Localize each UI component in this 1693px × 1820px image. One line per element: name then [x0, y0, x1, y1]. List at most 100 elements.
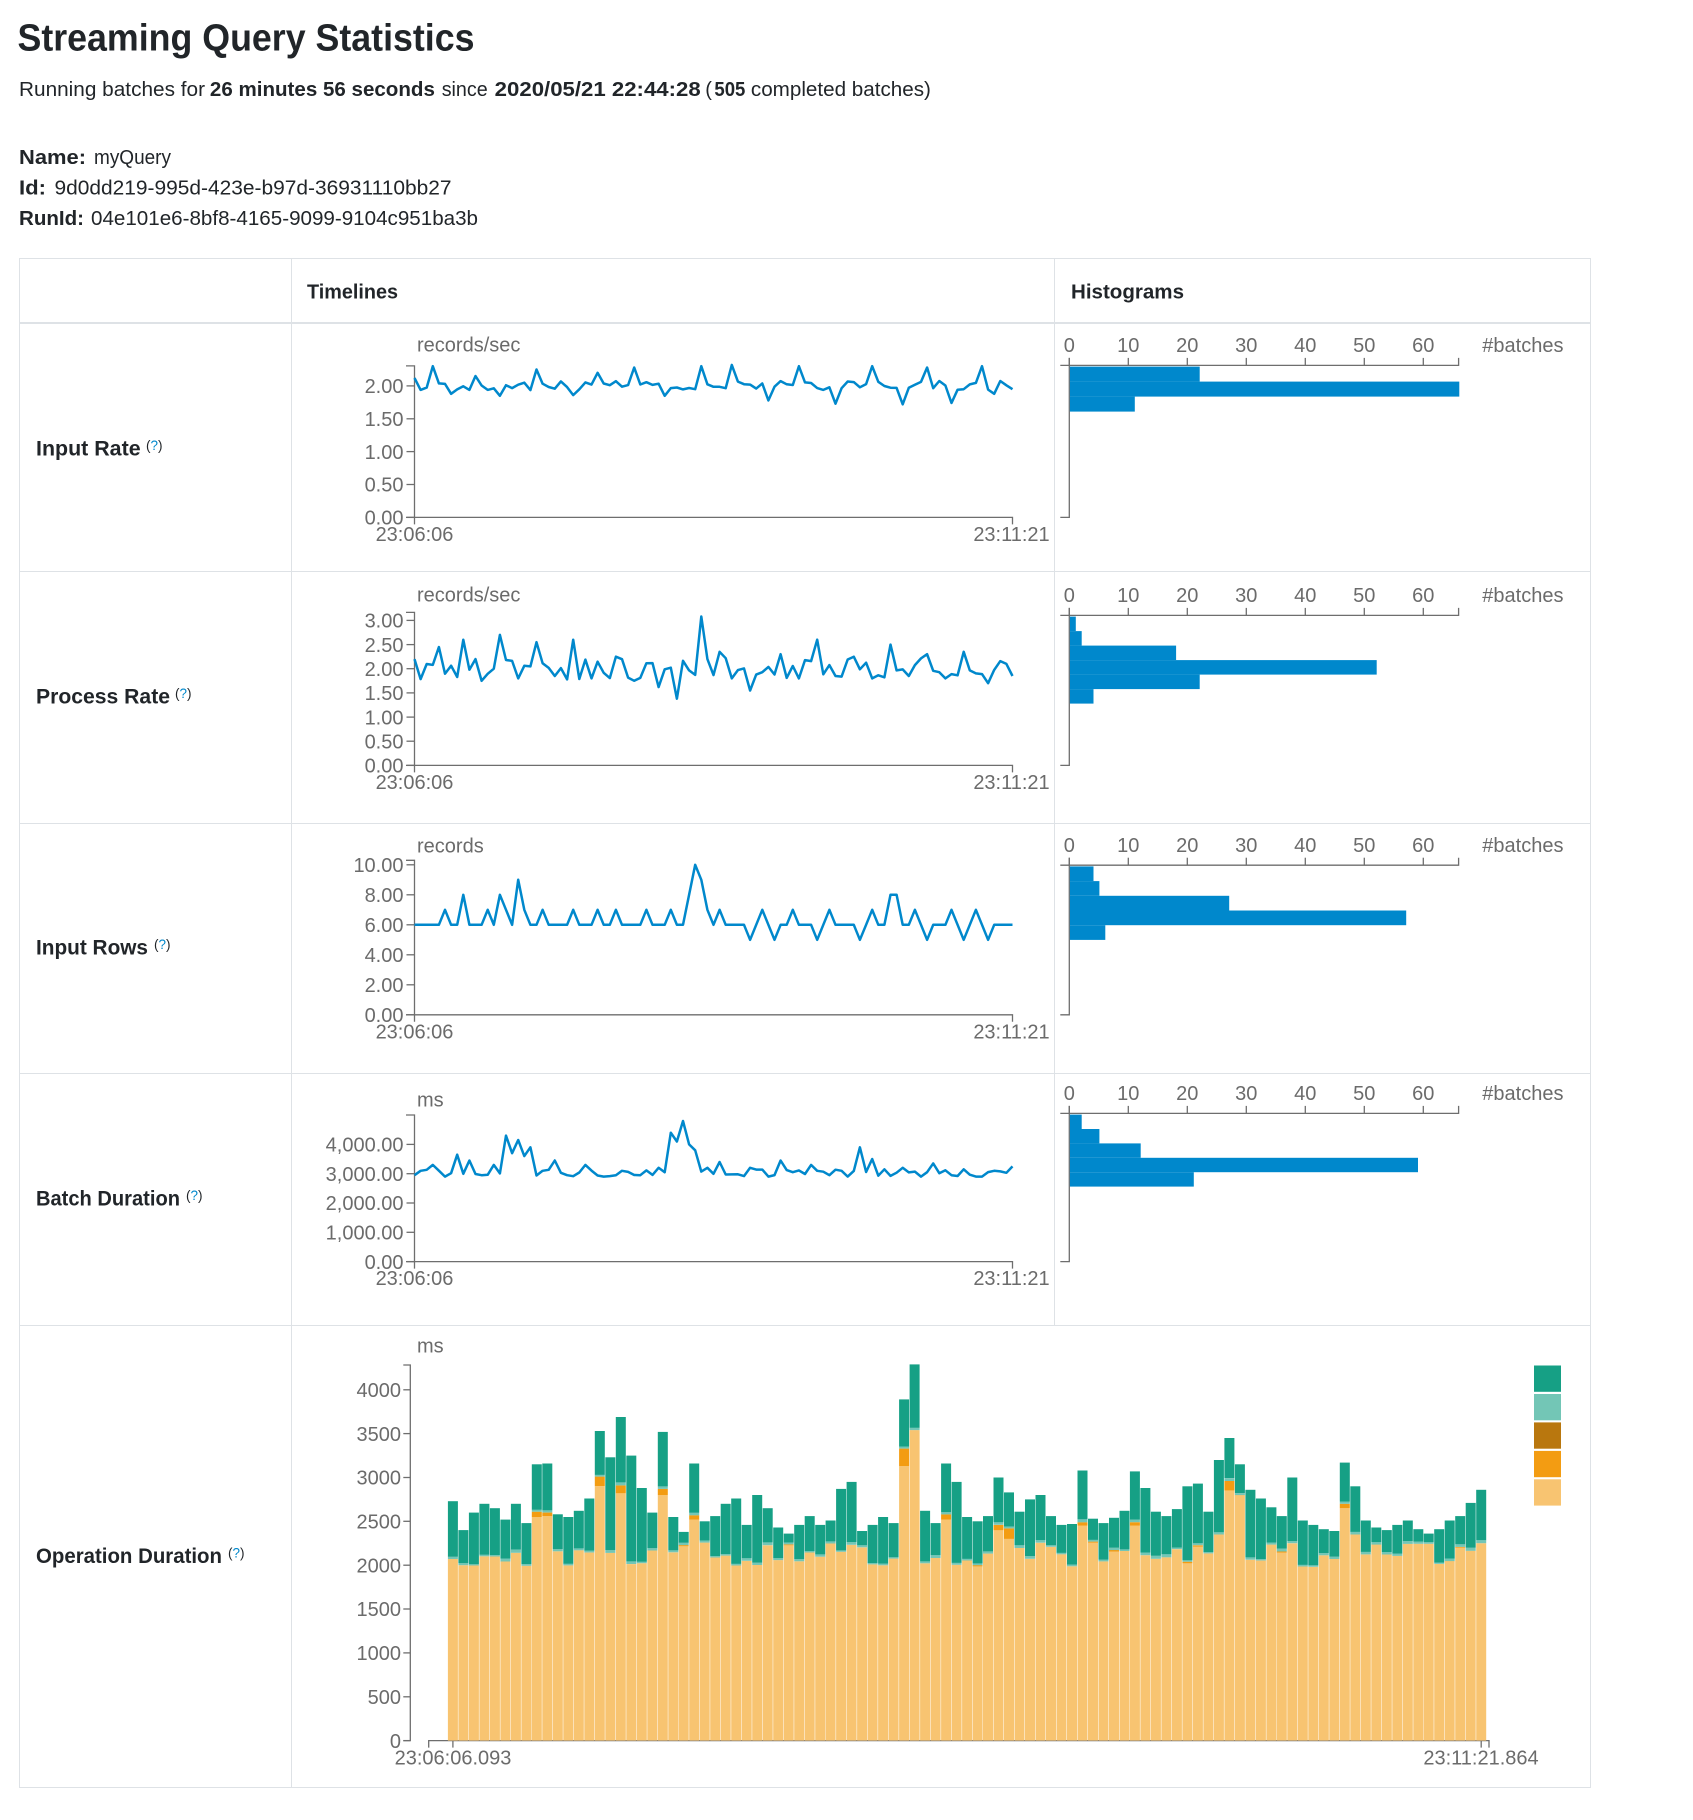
- svg-text:10: 10: [1117, 335, 1139, 357]
- svg-text:Input Rows: Input Rows: [36, 937, 148, 960]
- svg-text:0.50: 0.50: [365, 731, 404, 753]
- svg-text:(?): (?): [186, 1188, 203, 1203]
- svg-text:(?): (?): [228, 1546, 245, 1561]
- svg-text:20: 20: [1176, 335, 1198, 357]
- svg-text:#batches: #batches: [1482, 335, 1563, 357]
- svg-text:Name:: Name:: [19, 147, 86, 169]
- svg-text:2.00: 2.00: [365, 376, 404, 398]
- svg-text:9d0dd219-995d-423e-b97d-369311: 9d0dd219-995d-423e-b97d-36931110bb27: [55, 178, 452, 200]
- svg-text:Batch Duration: Batch Duration: [36, 1188, 180, 1211]
- svg-text:23:11:21: 23:11:21: [973, 1268, 1049, 1290]
- svg-text:60: 60: [1412, 1083, 1434, 1105]
- svg-text:2500: 2500: [357, 1512, 402, 1534]
- svg-text:4.00: 4.00: [365, 945, 404, 967]
- svg-text:0: 0: [390, 1731, 401, 1753]
- svg-text:3500: 3500: [357, 1424, 402, 1446]
- svg-text:1.00: 1.00: [365, 442, 404, 464]
- svg-text:2,000.00: 2,000.00: [326, 1193, 404, 1215]
- svg-text:20: 20: [1176, 585, 1198, 607]
- svg-text:1.50: 1.50: [365, 683, 404, 705]
- svg-text:0: 0: [1064, 335, 1075, 357]
- svg-text:20: 20: [1176, 835, 1198, 857]
- svg-text:Operation Duration: Operation Duration: [36, 1545, 222, 1568]
- svg-text:4000: 4000: [357, 1380, 402, 1402]
- svg-text:completed batches): completed batches): [751, 79, 931, 101]
- svg-text:26 minutes 56 seconds: 26 minutes 56 seconds: [210, 79, 435, 101]
- svg-text:records/sec: records/sec: [417, 335, 520, 357]
- svg-text:since: since: [442, 79, 488, 101]
- svg-text:505: 505: [714, 79, 745, 101]
- svg-text:23:11:21: 23:11:21: [973, 524, 1049, 546]
- svg-text:23:06:06: 23:06:06: [376, 1021, 454, 1043]
- svg-text:23:06:06: 23:06:06: [376, 524, 454, 546]
- svg-text:2.00: 2.00: [365, 975, 404, 997]
- svg-text:23:11:21.864: 23:11:21.864: [1423, 1748, 1538, 1770]
- svg-text:0.00: 0.00: [365, 756, 404, 778]
- svg-text:10.00: 10.00: [353, 855, 403, 877]
- svg-text:10: 10: [1117, 585, 1139, 607]
- svg-text:50: 50: [1353, 585, 1375, 607]
- svg-text:1.00: 1.00: [365, 707, 404, 729]
- svg-text:0: 0: [1064, 835, 1075, 857]
- svg-text:Streaming Query Statistics: Streaming Query Statistics: [18, 18, 475, 60]
- svg-text:(?): (?): [154, 937, 171, 952]
- svg-text:60: 60: [1412, 585, 1434, 607]
- svg-text:30: 30: [1235, 1083, 1257, 1105]
- svg-text:04e101e6-8bf8-4165-9099-9104c9: 04e101e6-8bf8-4165-9099-9104c951ba3b: [91, 208, 478, 230]
- svg-text:#batches: #batches: [1482, 1083, 1563, 1105]
- svg-text:3,000.00: 3,000.00: [326, 1164, 404, 1186]
- svg-text:10: 10: [1117, 1083, 1139, 1105]
- svg-text:8.00: 8.00: [365, 885, 404, 907]
- svg-text:40: 40: [1294, 1083, 1316, 1105]
- svg-text:0.00: 0.00: [365, 1252, 404, 1274]
- svg-text:records: records: [417, 836, 484, 858]
- svg-text:30: 30: [1235, 585, 1257, 607]
- svg-text:3.00: 3.00: [365, 611, 404, 633]
- svg-text:(?): (?): [175, 686, 192, 701]
- svg-text:(: (: [705, 79, 712, 101]
- svg-text:2.50: 2.50: [365, 635, 404, 657]
- svg-text:#batches: #batches: [1482, 835, 1563, 857]
- svg-text:50: 50: [1353, 835, 1375, 857]
- svg-text:23:11:21: 23:11:21: [973, 1021, 1049, 1043]
- svg-text:3000: 3000: [357, 1468, 402, 1490]
- svg-text:20: 20: [1176, 1083, 1198, 1105]
- svg-text:Histograms: Histograms: [1071, 282, 1184, 304]
- svg-text:6.00: 6.00: [365, 915, 404, 937]
- svg-text:0.00: 0.00: [365, 508, 404, 530]
- svg-text:ms: ms: [417, 1090, 444, 1112]
- svg-text:23:06:06.093: 23:06:06.093: [395, 1748, 512, 1770]
- svg-text:#batches: #batches: [1482, 585, 1563, 607]
- svg-text:RunId:: RunId:: [19, 208, 84, 230]
- svg-text:40: 40: [1294, 585, 1316, 607]
- svg-text:2.00: 2.00: [365, 659, 404, 681]
- svg-text:Running batches for: Running batches for: [19, 79, 205, 101]
- svg-text:30: 30: [1235, 335, 1257, 357]
- svg-text:0.50: 0.50: [365, 475, 404, 497]
- svg-text:2000: 2000: [357, 1555, 402, 1577]
- svg-text:50: 50: [1353, 335, 1375, 357]
- svg-text:Process Rate: Process Rate: [36, 686, 170, 709]
- svg-text:(?): (?): [146, 438, 163, 453]
- svg-text:0: 0: [1064, 1083, 1075, 1105]
- svg-text:500: 500: [368, 1687, 401, 1709]
- svg-text:10: 10: [1117, 835, 1139, 857]
- svg-text:0.00: 0.00: [365, 1005, 404, 1027]
- svg-text:40: 40: [1294, 835, 1316, 857]
- svg-text:1,000.00: 1,000.00: [326, 1223, 404, 1245]
- svg-text:23:11:21: 23:11:21: [973, 772, 1049, 794]
- svg-text:1.50: 1.50: [365, 409, 404, 431]
- svg-text:4,000.00: 4,000.00: [326, 1135, 404, 1157]
- svg-text:1500: 1500: [357, 1599, 402, 1621]
- svg-text:0: 0: [1064, 585, 1075, 607]
- svg-text:myQuery: myQuery: [94, 147, 171, 169]
- svg-text:records/sec: records/sec: [417, 585, 520, 607]
- svg-text:60: 60: [1412, 335, 1434, 357]
- svg-text:40: 40: [1294, 335, 1316, 357]
- svg-text:Input Rate: Input Rate: [36, 438, 141, 461]
- svg-text:30: 30: [1235, 835, 1257, 857]
- svg-text:ms: ms: [417, 1336, 444, 1358]
- svg-text:2020/05/21 22:44:28: 2020/05/21 22:44:28: [495, 79, 701, 101]
- svg-text:Id:: Id:: [19, 178, 46, 200]
- svg-text:60: 60: [1412, 835, 1434, 857]
